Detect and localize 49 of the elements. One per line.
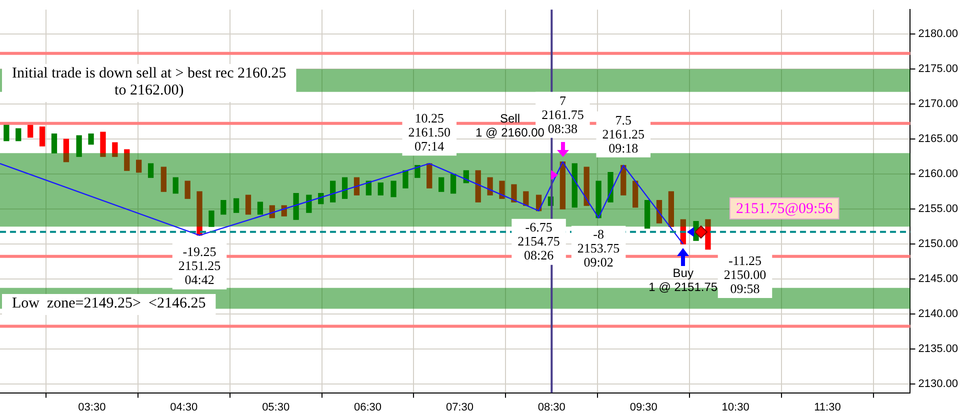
candlestick: [208, 210, 214, 228]
x-tick-label: 03:30: [78, 401, 106, 414]
candlestick: [390, 180, 396, 198]
annotation: -8 2153.75 09:02: [577, 226, 620, 270]
y-tick-label: 2150.00: [918, 238, 958, 250]
y-tick-label: 2135.00: [918, 343, 958, 356]
candlestick: [184, 180, 190, 199]
annotation: -6.75 2154.75 08:26: [518, 220, 560, 263]
annotation: Buy 1 @ 2151.75: [648, 266, 718, 294]
annotation: Initial trade is down sell at > best rec 2160.25 to 2162.00): [12, 65, 286, 98]
x-tick-label: 11:30: [814, 401, 841, 414]
candlestick: [136, 160, 142, 173]
candlestick: [572, 163, 578, 208]
y-tick-label: 2160.00: [918, 168, 958, 180]
y-tick-label: 2170.00: [918, 98, 958, 110]
annotation: -11.25 2150.00 09:58: [724, 252, 766, 296]
x-tick-label: 04:30: [170, 401, 198, 414]
candlestick: [596, 180, 602, 218]
x-tick-label: 05:30: [262, 401, 290, 414]
y-tick-label: 2140.00: [918, 308, 958, 320]
candlestick: [269, 205, 275, 218]
x-tick-label: 09:30: [630, 401, 658, 414]
x-tick-label: 10:30: [722, 401, 750, 414]
candlestick: [172, 177, 178, 194]
candlestick: [536, 194, 542, 212]
annotation: 7.5 2161.25 09:18: [602, 112, 644, 156]
candlestick: [632, 180, 638, 208]
y-tick-label: 2155.00: [918, 203, 958, 216]
annotation: -19.25 2151.25 04:42: [178, 244, 221, 288]
candlestick: [28, 124, 34, 138]
candlestick: [450, 174, 456, 194]
annotation: 10.25 2161.50 07:14: [408, 110, 450, 154]
x-tick-label: 06:30: [354, 401, 382, 414]
ref-line-label: 2151.75@09:56: [736, 200, 834, 217]
candlestick: [257, 202, 264, 215]
candlestick: [63, 138, 70, 162]
candlestick: [463, 170, 469, 184]
y-tick-label: 2145.00: [918, 273, 958, 286]
y-tick-label: 2130.00: [918, 378, 958, 390]
candlestick: [16, 128, 22, 142]
candlestick: [705, 219, 711, 250]
candlestick: [196, 191, 202, 236]
y-tick-label: 2165.00: [918, 133, 958, 146]
y-tick-label: 2175.00: [918, 63, 958, 76]
annotation: Low zone=2149.25> <2146.25: [12, 295, 206, 312]
candlestick: [245, 194, 252, 215]
x-tick-label: 07:30: [446, 401, 474, 414]
y-tick-label: 2180.00: [918, 28, 958, 40]
x-tick-label: 08:30: [538, 401, 566, 414]
